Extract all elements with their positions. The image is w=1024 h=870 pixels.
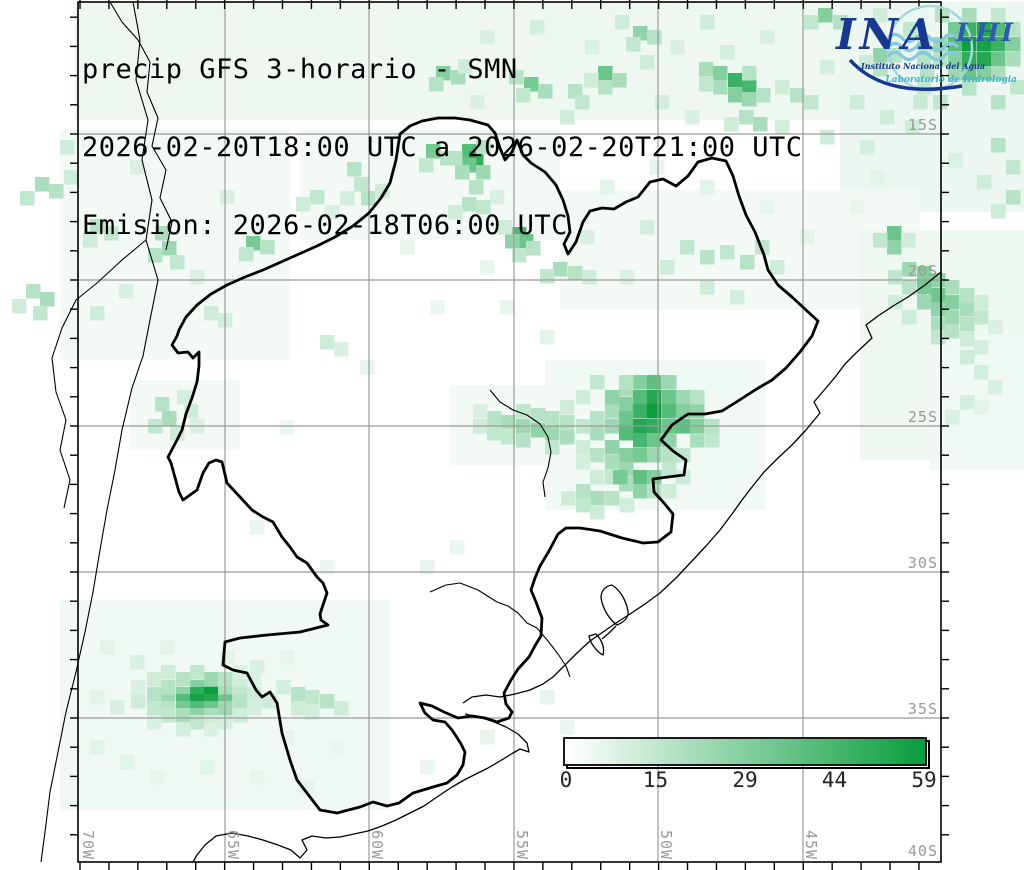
logo-lab-name: Laboratorio de Hidrologia xyxy=(885,75,1017,85)
lat-label-20S: 20S xyxy=(908,262,938,280)
border-andes xyxy=(40,1,159,863)
lagoon-patos xyxy=(600,584,629,640)
lat-label-25S: 25S xyxy=(908,408,938,426)
map-title-line3: Emision: 2026-02-18T06:00 UTC xyxy=(82,210,568,241)
lagoon-mirim xyxy=(588,633,605,656)
border-uruguay-brazil xyxy=(429,582,571,678)
river-negro xyxy=(416,648,512,672)
axis-ticks xyxy=(70,0,949,870)
logo-arc xyxy=(848,58,963,91)
lon-label-50W: 50W xyxy=(657,830,675,860)
coastline xyxy=(192,271,942,863)
map-frame xyxy=(77,1,942,863)
lat-label-40S: 40S xyxy=(908,842,938,860)
atlantic-coast-south xyxy=(192,713,530,863)
colorbar-label-29: 29 xyxy=(732,768,757,792)
colorbar-label-59: 59 xyxy=(911,768,936,792)
border-paraguay-brazil xyxy=(489,389,552,498)
logo-acronym: INA xyxy=(836,10,939,59)
colorbar-label-44: 44 xyxy=(822,768,847,792)
colorbar-label-15: 15 xyxy=(643,768,668,792)
logo-lab-acronym: LHI xyxy=(956,18,1015,47)
border-branch xyxy=(51,239,147,509)
lon-label-60W: 60W xyxy=(368,830,386,860)
country-borders xyxy=(40,1,571,863)
logo-waves-icon xyxy=(886,32,960,62)
ina-logo-graphics xyxy=(848,4,974,92)
colorbar-label-0: 0 xyxy=(560,768,573,792)
atlantic-coast xyxy=(462,271,942,704)
basin-boundary xyxy=(166,116,820,815)
lat-label-35S: 35S xyxy=(908,700,938,718)
colorbar: 0 15 29 44 59 xyxy=(560,737,937,792)
lon-label-45W: 45W xyxy=(802,830,820,860)
ina-logo: INA LHI Instituto Nacional del Agua Labo… xyxy=(830,4,1024,100)
axis-labels: 15S 20S 25S 30S 35S 40S 70W 65W 60W 55W 50W 45W xyxy=(79,116,938,860)
lat-label-30S: 30S xyxy=(908,554,938,572)
precip-raster xyxy=(12,2,1024,810)
map-title-line2: 2026-02-20T18:00 UTC a 2026-02-20T21:00 … xyxy=(82,132,803,163)
graticule xyxy=(78,2,941,862)
logo-institute-name: Instituto Nacional del Agua xyxy=(861,61,985,71)
lon-label-65W: 65W xyxy=(224,830,242,860)
lon-label-70W: 70W xyxy=(79,830,97,860)
border-northwest xyxy=(109,1,173,251)
lon-label-55W: 55W xyxy=(513,830,531,860)
map-title: precip GFS 3-horario - SMN 2026-02-20T18… xyxy=(82,5,802,291)
la-plata-basin-outline xyxy=(166,116,820,815)
lat-label-15S: 15S xyxy=(908,116,938,134)
map-title-line1: precip GFS 3-horario - SMN xyxy=(82,54,518,85)
